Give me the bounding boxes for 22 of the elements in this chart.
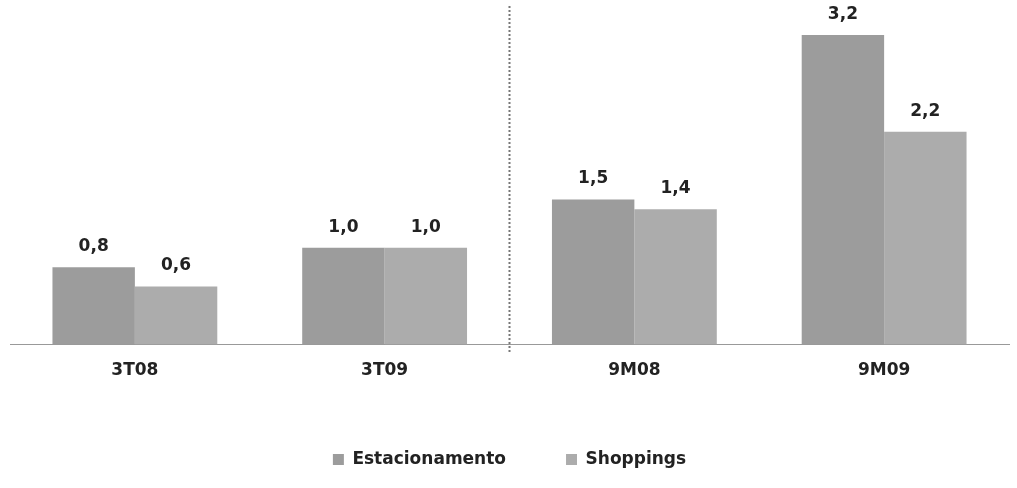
- x-tick-label: 9M09: [857, 359, 911, 380]
- bar: [801, 35, 885, 345]
- data-label: 1,0: [328, 215, 359, 236]
- data-label: 0,8: [78, 235, 109, 256]
- data-label: 1,5: [578, 167, 609, 188]
- bar: [634, 209, 717, 345]
- bar: [551, 199, 635, 345]
- legend-label: Estacionamento: [352, 447, 507, 468]
- data-label: 1,0: [410, 215, 442, 236]
- x-tick-label: 3T09: [361, 359, 409, 380]
- bar: [134, 286, 218, 345]
- legend-label: Shoppings: [585, 447, 687, 468]
- data-label: 1,4: [660, 177, 691, 198]
- x-tick-label: 9M08: [608, 359, 661, 380]
- data-label: 2,2: [910, 99, 941, 120]
- bar: [302, 247, 385, 345]
- bar: [52, 267, 135, 345]
- data-label: 3,2: [827, 2, 858, 23]
- bar: [884, 131, 967, 345]
- data-label: 0,6: [161, 254, 192, 275]
- x-tick-label: 3T08: [111, 359, 159, 380]
- bar: [384, 247, 468, 345]
